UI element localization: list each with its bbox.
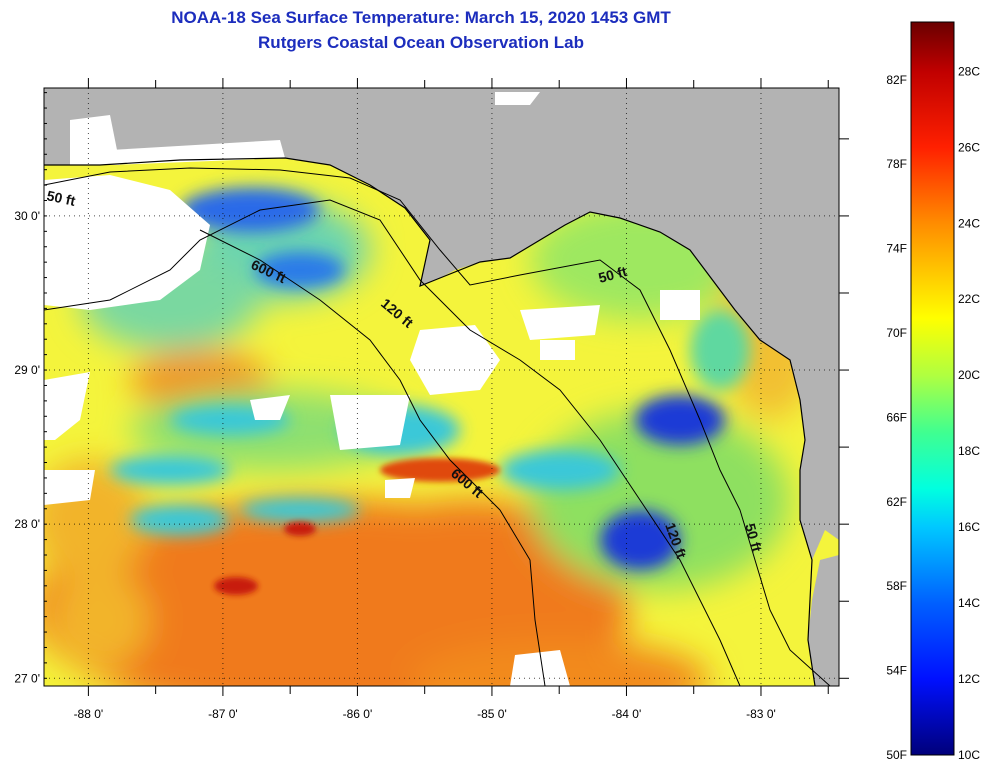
colorbar-fahrenheit-label: 50F (886, 748, 907, 762)
lat-tick-label: 28 0' (14, 517, 40, 531)
lat-tick-label: 27 0' (14, 671, 40, 685)
lon-tick-label: -86 0' (343, 707, 373, 721)
lat-tick-label: 30 0' (14, 209, 40, 223)
contour-label-7: 50 ft (742, 522, 765, 554)
colorbar-fahrenheit-label: 66F (886, 410, 907, 424)
colorbar-fahrenheit-label: 70F (886, 326, 907, 340)
colorbar-labels: 28C 26C 24C 22C 20C 18C 16C 14C 12C 10C 82F 78F 74F 7… (886, 64, 980, 762)
colorbar-fahrenheit-label: 54F (886, 664, 907, 678)
colorbar-fahrenheit-label: 62F (886, 495, 907, 509)
axis-ticks: -88 0' -87 0' -86 0' -85 0' -84 0' -83 0' 30 0… (14, 78, 849, 721)
colorbar (910, 21, 955, 756)
colorbar-celsius-label: 16C (958, 520, 980, 534)
contour-label-1: 50 ft (45, 187, 77, 209)
lon-tick-label: -84 0' (612, 707, 642, 721)
colorbar-celsius-label: 24C (958, 216, 980, 230)
colorbar-celsius-label: 12C (958, 672, 980, 686)
colorbar-celsius-label: 18C (958, 444, 980, 458)
bathymetry-contours (44, 167, 831, 686)
colorbar-celsius-label: 22C (958, 292, 980, 306)
colorbar-celsius-label: 10C (958, 748, 980, 762)
lon-tick-label: -85 0' (477, 707, 507, 721)
colorbar-celsius-label: 26C (958, 140, 980, 154)
lon-tick-label: -87 0' (208, 707, 238, 721)
title-line-2: Rutgers Coastal Ocean Observation Lab (258, 33, 584, 52)
title-line-1: NOAA-18 Sea Surface Temperature: March 1… (171, 8, 671, 27)
colorbar-celsius-label: 20C (958, 368, 980, 382)
lat-tick-label: 29 0' (14, 363, 40, 377)
lon-tick-label: -83 0' (746, 707, 776, 721)
colorbar-fahrenheit-label: 82F (886, 73, 907, 87)
lon-tick-label: -88 0' (74, 707, 104, 721)
colorbar-celsius-label: 14C (958, 596, 980, 610)
colorbar-fahrenheit-label: 74F (886, 242, 907, 256)
colorbar-fahrenheit-label: 58F (886, 579, 907, 593)
land-mask (44, 88, 839, 686)
sst-image (44, 88, 839, 686)
colorbar-fahrenheit-label: 78F (886, 157, 907, 171)
colorbar-celsius-label: 28C (958, 64, 980, 78)
coastline (44, 157, 816, 686)
contour-label-4: 50 ft (597, 263, 629, 286)
map-frame (43, 87, 840, 687)
cloud-mask (44, 175, 700, 686)
